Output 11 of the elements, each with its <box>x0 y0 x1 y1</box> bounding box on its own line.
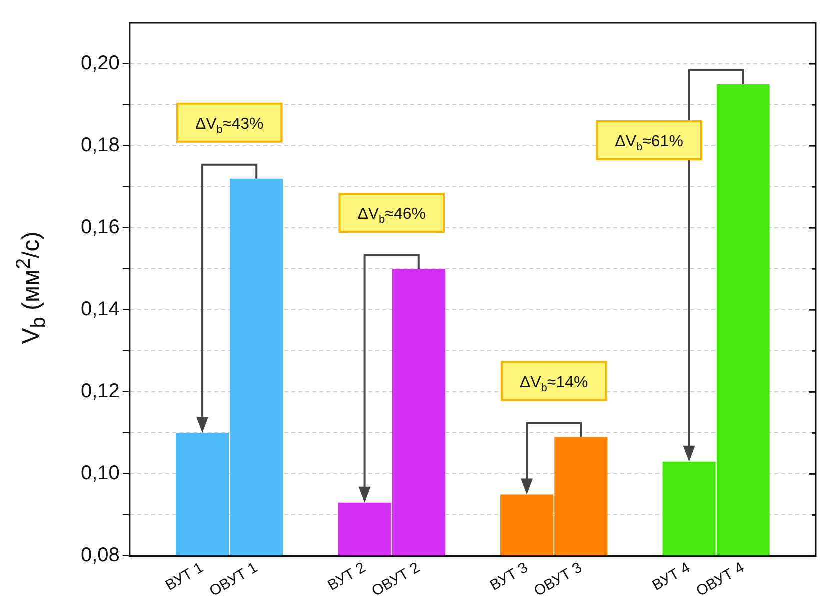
y-tick-label: 0,08 <box>80 544 120 567</box>
x-tick-label: ВУТ 2 <box>325 559 369 594</box>
y-tick-label: 0,14 <box>80 298 120 321</box>
y-tick-label: 0,10 <box>80 462 120 485</box>
y-tick-label: 0,12 <box>80 380 120 403</box>
y-tick-label: 0,18 <box>80 134 120 157</box>
x-tick-label: ВУТ 1 <box>162 559 207 594</box>
y-tick-label: 0,16 <box>80 216 120 239</box>
x-tick-label: ВУТ 3 <box>487 559 532 594</box>
x-tick-label: ВУТ 4 <box>650 559 694 594</box>
y-tick-label: 0,20 <box>80 52 120 75</box>
